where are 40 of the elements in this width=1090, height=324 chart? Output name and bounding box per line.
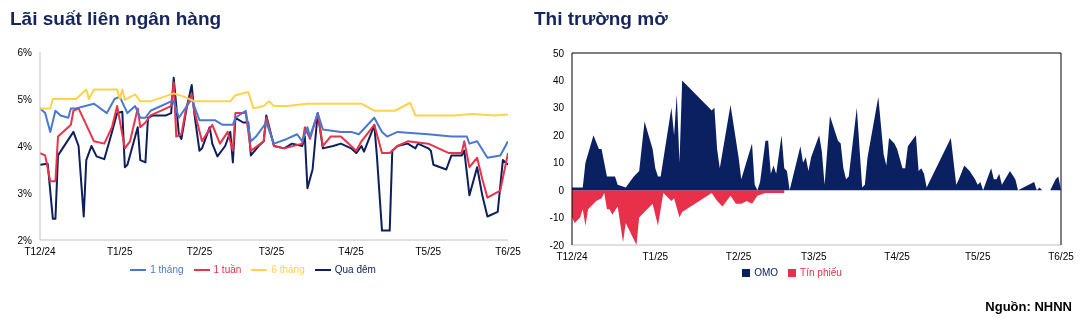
x-tick-label: T1/25 xyxy=(106,246,133,258)
legend-label: Qua đêm xyxy=(334,263,376,275)
y-tick-label: 50 xyxy=(552,47,565,59)
legend-label: OMO xyxy=(754,267,779,278)
x-tick-label: T3/25 xyxy=(258,246,285,258)
y-tick-label: -10 xyxy=(549,212,565,224)
legend-label: 6 tháng xyxy=(271,263,305,275)
legend-label: Tín phiếu xyxy=(800,267,842,278)
x-tick-label: T3/25 xyxy=(801,251,828,263)
x-tick-label: T1/25 xyxy=(642,251,669,263)
line-series xyxy=(40,76,508,232)
legend-label: 1 tháng xyxy=(150,263,184,275)
x-tick-label: T12/24 xyxy=(556,251,588,263)
x-tick-label: T12/24 xyxy=(24,246,56,258)
y-tick-label: -20 xyxy=(549,239,565,251)
y-tick-label: 10 xyxy=(552,157,565,169)
chart-title: Lãi suất liên ngân hàng xyxy=(9,8,223,31)
x-tick-label: T5/25 xyxy=(964,251,991,263)
y-tick-label: 5% xyxy=(17,93,33,105)
y-tick-label: 0 xyxy=(558,184,565,196)
text: Nguồn: NHNN xyxy=(985,299,1072,314)
x-tick-label: T6/25 xyxy=(1048,251,1075,263)
x-tick-label: T2/25 xyxy=(186,246,213,258)
x-tick-label: T4/25 xyxy=(884,251,911,263)
chart-title: Thi trường mở xyxy=(533,8,669,31)
y-tick-label: 4% xyxy=(17,140,33,152)
line-series xyxy=(40,81,508,199)
y-tick-label: 3% xyxy=(17,187,33,199)
y-tick-label: 6% xyxy=(17,46,33,58)
x-tick-label: T6/25 xyxy=(495,246,522,258)
line-series xyxy=(40,88,508,117)
y-tick-label: 30 xyxy=(552,102,565,114)
x-tick-label: T5/25 xyxy=(415,246,442,258)
legend-label: 1 tuần xyxy=(213,263,242,275)
y-tick-label: 2% xyxy=(17,234,33,246)
y-tick-label: 40 xyxy=(552,74,565,86)
y-tick-label: 20 xyxy=(552,129,565,141)
line-series xyxy=(40,95,508,159)
x-tick-label: T4/25 xyxy=(338,246,365,258)
x-tick-label: T2/25 xyxy=(725,251,752,263)
